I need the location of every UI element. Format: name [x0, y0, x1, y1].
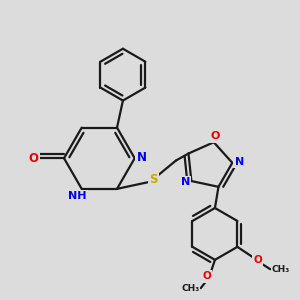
Text: O: O	[202, 271, 211, 281]
Text: O: O	[28, 152, 38, 165]
Text: O: O	[253, 255, 262, 265]
Text: NH: NH	[68, 191, 86, 201]
Text: O: O	[210, 131, 220, 141]
Text: S: S	[149, 173, 158, 186]
Text: CH₃: CH₃	[182, 284, 200, 292]
Text: N: N	[235, 157, 244, 166]
Text: N: N	[137, 151, 147, 164]
Text: N: N	[181, 177, 190, 187]
Text: CH₃: CH₃	[272, 265, 290, 274]
